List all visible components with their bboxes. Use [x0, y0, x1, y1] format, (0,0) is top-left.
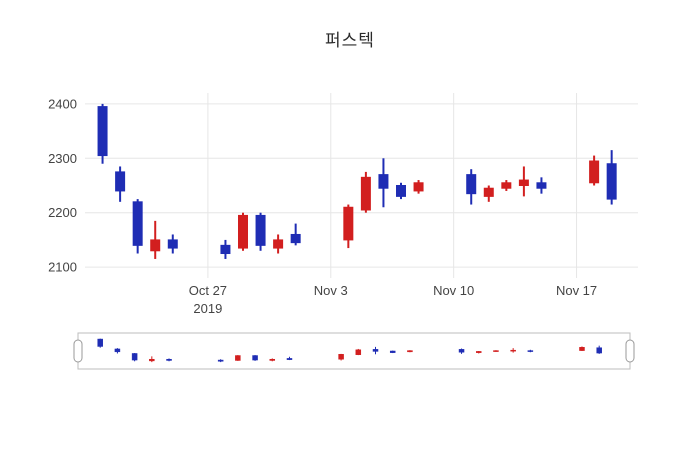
mini-candle-body [252, 355, 258, 361]
y-axis-labels: 2100 2200 2300 2400 [48, 96, 77, 274]
candle[interactable] [589, 155, 600, 186]
mini-candle-body [338, 354, 344, 360]
candle[interactable] [273, 234, 284, 254]
candle[interactable] [255, 212, 266, 251]
range-slider-candles [97, 338, 602, 363]
chart-title: 퍼스텍 [325, 31, 375, 50]
mini-candle-body [114, 348, 121, 353]
y-axis-tick-label: 2100 [48, 260, 77, 275]
x-axis-year-label: 2019 [193, 301, 222, 316]
x-axis-tick-label: Nov 10 [433, 283, 474, 298]
mini-candle-body [286, 358, 293, 360]
x-axis-tick-label: Nov 17 [556, 283, 597, 298]
mini-candle-body [269, 358, 276, 361]
mini-candle-body [149, 358, 155, 362]
y-axis-tick-label: 2200 [48, 205, 77, 220]
range-slider-track[interactable] [77, 332, 631, 370]
candle[interactable] [396, 182, 406, 200]
candle[interactable] [536, 177, 547, 194]
mini-candle-body [458, 349, 465, 353]
candle[interactable] [290, 223, 301, 246]
mini-candle-body [527, 350, 534, 352]
candle[interactable] [343, 204, 354, 249]
candle[interactable] [378, 158, 389, 208]
mini-candle-body [97, 338, 103, 347]
candle[interactable] [483, 185, 494, 202]
candle[interactable] [238, 212, 248, 251]
candle[interactable] [132, 199, 143, 254]
candle[interactable] [518, 166, 529, 197]
mini-candle-body [372, 349, 379, 352]
candle[interactable] [501, 180, 512, 191]
candle[interactable] [413, 180, 424, 194]
candles-layer [97, 103, 617, 259]
x-axis-tick-label: Oct 27 [189, 283, 227, 298]
x-axis-labels: Oct 27 2019 Nov 3 Nov 10 Nov 17 [189, 283, 597, 316]
mini-candle-body [579, 347, 585, 351]
mini-candle-body [166, 358, 172, 361]
x-axis-tick-label: Nov 3 [314, 283, 348, 298]
candle[interactable] [606, 150, 617, 205]
mini-candle-body [389, 350, 396, 353]
mini-candle-body [355, 349, 362, 355]
candle[interactable] [466, 169, 477, 205]
mini-candle-body [596, 347, 602, 354]
mini-candle-body [493, 350, 499, 352]
candle[interactable] [97, 103, 108, 164]
range-slider-handle-left[interactable] [73, 339, 83, 363]
grid [85, 93, 638, 278]
mini-candle-body [131, 353, 138, 361]
mini-candle-body [407, 350, 413, 353]
y-axis-tick-label: 2300 [48, 151, 77, 166]
candle[interactable] [115, 166, 126, 202]
mini-candle-body [235, 355, 241, 361]
candle[interactable] [360, 171, 371, 213]
candle[interactable] [167, 234, 178, 254]
y-axis-tick-label: 2400 [48, 96, 77, 111]
mini-candle-body [475, 351, 482, 353]
mini-candle-body [510, 349, 516, 352]
candle[interactable] [150, 220, 161, 259]
mini-candle-body [217, 359, 224, 362]
candle[interactable] [220, 239, 231, 259]
range-slider[interactable] [73, 332, 635, 370]
range-slider-handle-right[interactable] [625, 339, 635, 363]
